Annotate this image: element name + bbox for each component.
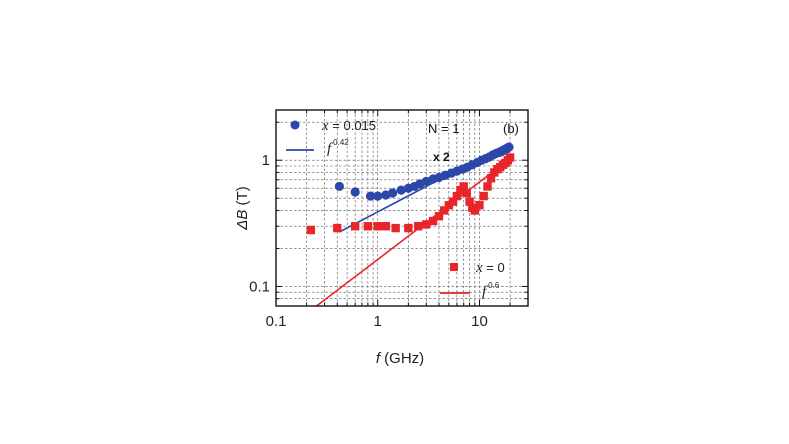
point-series-1 bbox=[470, 206, 480, 215]
legend-label-x0: x = 0 bbox=[475, 260, 505, 276]
point-series-0 bbox=[365, 191, 376, 201]
axis-ticks bbox=[275, 110, 529, 307]
point-series-0 bbox=[387, 188, 398, 198]
legend-top-left: x = 0.015 f 0.42 bbox=[286, 118, 376, 157]
x-axis-title-var: f bbox=[376, 350, 382, 367]
legend-bottom-right: x = 0 f 0.6 bbox=[440, 260, 505, 300]
y-tick-label: 0.1 bbox=[249, 278, 270, 295]
point-series-1 bbox=[475, 201, 484, 210]
point-series-0 bbox=[504, 142, 514, 152]
point-series-1 bbox=[391, 223, 400, 233]
point-series-1 bbox=[479, 191, 488, 201]
legend-marker-circle bbox=[290, 120, 300, 130]
point-series-1 bbox=[350, 222, 360, 231]
point-series-1 bbox=[452, 191, 462, 201]
point-series-1 bbox=[444, 201, 454, 210]
point-series-1 bbox=[306, 225, 316, 235]
legend-fit-label-042-exp: 0.42 bbox=[333, 138, 349, 147]
point-series-0 bbox=[334, 181, 345, 192]
point-series-1 bbox=[428, 216, 438, 226]
fit-line-1 bbox=[315, 159, 510, 307]
point-series-1 bbox=[483, 182, 492, 191]
y-axis-title-unit: (T) bbox=[234, 186, 251, 209]
point-series-0 bbox=[350, 187, 360, 197]
legend-label-x0015-var: x bbox=[321, 118, 329, 134]
point-series-1 bbox=[434, 212, 444, 221]
panel-label: (b) bbox=[503, 121, 519, 136]
legend-fit-label-042-base: f bbox=[327, 141, 333, 157]
y-axis-title: ΔB (T) bbox=[234, 186, 251, 230]
legend-fit-label-042: f 0.42 bbox=[327, 138, 349, 157]
legend-label-x0015-rest: = 0.015 bbox=[329, 118, 376, 133]
point-series-1 bbox=[505, 153, 515, 162]
legend-fit-label-06: f 0.6 bbox=[482, 281, 500, 300]
y-tick-label: 1 bbox=[262, 152, 270, 169]
x-axis-title: f (GHz) bbox=[376, 350, 424, 367]
x-tick-label: 0.1 bbox=[266, 313, 287, 330]
point-series-0 bbox=[373, 191, 383, 201]
x-axis-title-unit: (GHz) bbox=[380, 350, 424, 367]
point-series-1 bbox=[381, 222, 390, 231]
y-axis-title-var: ΔB bbox=[234, 210, 251, 231]
legend-marker-square bbox=[450, 263, 458, 271]
tick-labels: 0.1 1 10 0.1 1 bbox=[249, 152, 488, 330]
point-series-1 bbox=[333, 223, 342, 233]
n-label: N = 1 bbox=[428, 121, 459, 136]
x-tick-label: 10 bbox=[471, 313, 488, 330]
point-series-1 bbox=[459, 182, 468, 191]
point-series-0 bbox=[396, 185, 406, 195]
multiplier-label: x 2 bbox=[433, 150, 450, 164]
legend-fit-label-06-exp: 0.6 bbox=[488, 281, 500, 290]
point-series-1 bbox=[462, 188, 471, 198]
legend-label-x0-rest: = 0 bbox=[483, 260, 505, 275]
point-series-1 bbox=[448, 197, 458, 206]
x-tick-label: 1 bbox=[374, 313, 382, 330]
point-series-1 bbox=[486, 174, 496, 183]
legend-label-x0-var: x bbox=[475, 260, 483, 276]
point-series-1 bbox=[465, 197, 474, 206]
point-series-1 bbox=[373, 222, 382, 231]
plot-frame bbox=[275, 109, 529, 307]
data-markers bbox=[306, 142, 515, 235]
point-series-1 bbox=[414, 222, 423, 231]
point-series-1 bbox=[439, 206, 449, 215]
legend-fit-label-06-base: f bbox=[482, 284, 488, 300]
legend-label-x0015: x = 0.015 bbox=[321, 118, 376, 134]
point-series-1 bbox=[363, 222, 373, 231]
point-series-1 bbox=[422, 220, 431, 229]
point-series-1 bbox=[404, 223, 413, 233]
